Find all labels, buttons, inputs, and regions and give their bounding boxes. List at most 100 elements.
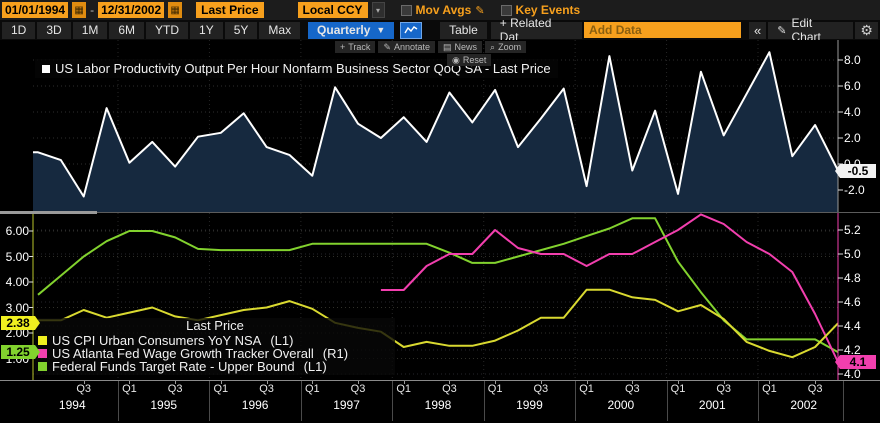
x-year-separator bbox=[758, 381, 759, 421]
last-price-badge-productivity: -0.5 bbox=[840, 164, 876, 178]
series-marker-icon bbox=[42, 65, 50, 73]
annotate-label: Annotate bbox=[394, 42, 430, 52]
end-date-field[interactable]: 12/31/2002 bbox=[98, 2, 164, 18]
start-date-field[interactable]: 01/01/1994 bbox=[2, 2, 68, 18]
news-icon: ▤ bbox=[443, 42, 452, 53]
currency-select[interactable]: Local CCY bbox=[298, 2, 368, 18]
x-year-label: 1997 bbox=[321, 398, 373, 412]
start-date-calendar-icon[interactable]: ▦ bbox=[72, 2, 86, 18]
zoom-icon: ⌕ bbox=[490, 42, 495, 53]
x-tick-q3: Q3 bbox=[162, 383, 188, 395]
fedfunds-series-name: Federal Funds Target Rate - Upper Bound bbox=[52, 359, 295, 374]
line-chart-icon bbox=[404, 25, 418, 35]
cpi-series-marker-icon bbox=[38, 336, 47, 345]
x-tick-q3: Q3 bbox=[711, 383, 737, 395]
x-year-label: 2001 bbox=[686, 398, 738, 412]
mov-avgs-label[interactable]: Mov Avgs bbox=[416, 3, 472, 17]
news-label: News bbox=[455, 42, 478, 52]
x-tick-q3: Q3 bbox=[345, 383, 371, 395]
table-button[interactable]: Table bbox=[440, 22, 487, 39]
chart-mini-toolbar: + Track ✎ Annotate ▤ News ⌕ Zoom bbox=[335, 41, 526, 53]
x-year-label: 1994 bbox=[46, 398, 98, 412]
period-3d-button[interactable]: 3D bbox=[37, 22, 70, 39]
key-events-checkbox[interactable] bbox=[501, 5, 512, 16]
edit-chart-button[interactable]: ✎ Edit Chart bbox=[768, 22, 853, 39]
period-1y-button[interactable]: 1Y bbox=[190, 22, 223, 39]
news-button[interactable]: ▤ News bbox=[438, 41, 482, 53]
period-max-button[interactable]: Max bbox=[259, 22, 300, 39]
end-date-calendar-icon[interactable]: ▦ bbox=[168, 2, 182, 18]
mov-avgs-pencil-icon[interactable]: ✎ bbox=[475, 4, 484, 17]
edit-pencil-icon: ✎ bbox=[777, 24, 786, 37]
x-year-separator bbox=[209, 381, 210, 421]
x-tick-mark bbox=[175, 381, 176, 384]
x-tick-q3: Q3 bbox=[528, 383, 554, 395]
period-6m-button[interactable]: 6M bbox=[109, 22, 144, 39]
fedfunds-axis-tag: (L1) bbox=[304, 359, 327, 374]
x-tick-mark bbox=[267, 381, 268, 384]
x-year-separator bbox=[301, 381, 302, 421]
period-1m-button[interactable]: 1M bbox=[73, 22, 108, 39]
mov-avgs-checkbox[interactable] bbox=[401, 5, 412, 16]
x-tick-q3: Q3 bbox=[436, 383, 462, 395]
period-5y-button[interactable]: 5Y bbox=[225, 22, 258, 39]
zoom-label: Zoom bbox=[498, 42, 521, 52]
price-field-select[interactable]: Last Price bbox=[196, 2, 263, 18]
x-tick-q1: Q1 bbox=[299, 383, 325, 395]
settings-gear-icon[interactable]: ⚙ bbox=[855, 22, 878, 39]
track-label: Track bbox=[348, 42, 370, 52]
x-axis: Q3 1994 Q1 Q3 1995 Q1 Q3 1996 Q1 Q3 1997 Q1 Q3 1998 Q1… bbox=[0, 380, 880, 423]
x-tick-mark bbox=[129, 381, 130, 384]
x-tick-q3: Q3 bbox=[254, 383, 280, 395]
x-tick-q1: Q1 bbox=[574, 383, 600, 395]
panel-resize-handle[interactable] bbox=[0, 211, 97, 214]
key-events-label[interactable]: Key Events bbox=[516, 3, 581, 17]
x-tick-mark bbox=[495, 381, 496, 384]
x-tick-mark bbox=[449, 381, 450, 384]
frequency-dropdown[interactable]: Quarterly ▼ bbox=[308, 22, 394, 39]
x-tick-mark bbox=[587, 381, 588, 384]
fedfunds-series-marker-icon bbox=[38, 362, 47, 371]
x-year-separator bbox=[118, 381, 119, 421]
track-icon: + bbox=[340, 42, 345, 52]
x-year-separator bbox=[484, 381, 485, 421]
x-year-separator bbox=[667, 381, 668, 421]
line-chart-mode-button[interactable] bbox=[400, 22, 422, 39]
x-tick-q3: Q3 bbox=[619, 383, 645, 395]
period-ytd-button[interactable]: YTD bbox=[146, 22, 188, 39]
x-year-label: 1999 bbox=[503, 398, 555, 412]
x-tick-q1: Q1 bbox=[116, 383, 142, 395]
reset-zoom-button[interactable]: ◉ Reset bbox=[447, 54, 491, 66]
x-tick-q3: Q3 bbox=[71, 383, 97, 395]
toolbar-secondary: 1D 3D 1M 6M YTD 1Y 5Y Max Quarterly ▼ Ta… bbox=[0, 20, 880, 40]
currency-caret-icon[interactable]: ▾ bbox=[372, 2, 385, 18]
x-tick-mark bbox=[541, 381, 542, 384]
collapse-toolbar-button[interactable]: « bbox=[749, 22, 766, 39]
legend-item-fedfunds[interactable]: Federal Funds Target Rate - Upper Bound … bbox=[35, 360, 395, 373]
x-tick-mark bbox=[358, 381, 359, 384]
x-year-label: 1995 bbox=[138, 398, 190, 412]
x-tick-q1: Q1 bbox=[208, 383, 234, 395]
last-price-badge-wage: 4.1 bbox=[840, 355, 876, 369]
reset-icon: ◉ bbox=[452, 55, 460, 66]
x-tick-mark bbox=[404, 381, 405, 384]
period-1d-button[interactable]: 1D bbox=[2, 22, 35, 39]
related-data-button[interactable]: + Related Dat bbox=[491, 22, 582, 39]
x-tick-mark bbox=[632, 381, 633, 384]
track-button[interactable]: + Track bbox=[335, 41, 375, 53]
chart-region[interactable]: US Labor Productivity Output Per Hour No… bbox=[0, 40, 880, 423]
annotate-icon: ✎ bbox=[383, 42, 391, 53]
x-tick-q1: Q1 bbox=[756, 383, 782, 395]
panel-divider[interactable] bbox=[0, 212, 880, 213]
x-year-label: 1998 bbox=[412, 398, 464, 412]
x-tick-mark bbox=[221, 381, 222, 384]
annotate-button[interactable]: ✎ Annotate bbox=[378, 41, 435, 53]
x-year-separator bbox=[843, 381, 844, 421]
zoom-button[interactable]: ⌕ Zoom bbox=[485, 41, 526, 53]
x-year-label: 1996 bbox=[229, 398, 281, 412]
add-data-input[interactable]: Add Data bbox=[584, 22, 741, 38]
bottom-legend-box: Last Price US CPI Urban Consumers YoY NS… bbox=[35, 318, 395, 375]
toolbar-primary: 01/01/1994 ▦ - 12/31/2002 ▦ Last Price L… bbox=[0, 0, 880, 20]
x-tick-q1: Q1 bbox=[391, 383, 417, 395]
frequency-value: Quarterly bbox=[317, 23, 370, 37]
